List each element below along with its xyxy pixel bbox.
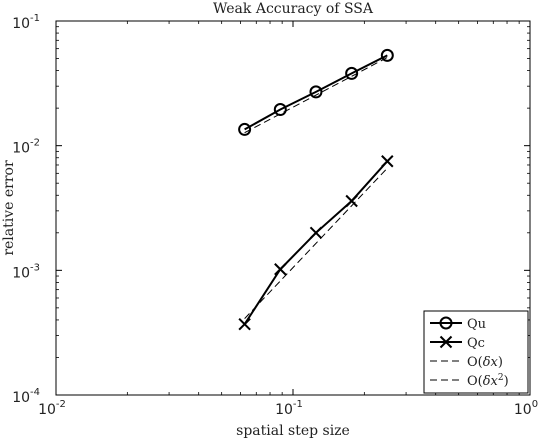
series-line	[238, 48, 394, 136]
series-path	[244, 57, 388, 134]
legend-label: Qu	[467, 317, 486, 332]
legend-item: O(δx)	[430, 355, 503, 370]
series-path	[244, 167, 388, 319]
circle-marker	[273, 103, 287, 117]
cross-marker	[345, 194, 358, 208]
series-path	[244, 54, 388, 131]
x-tick-label: 10-2	[38, 399, 66, 418]
cross-marker	[274, 263, 287, 276]
plot-area	[238, 48, 394, 331]
legend-item: Qu	[430, 316, 486, 332]
x-tick-label: 10-1	[275, 399, 303, 418]
chart-title: Weak Accuracy of SSA	[213, 1, 374, 17]
cross-marker	[309, 226, 323, 240]
circle-marker	[309, 85, 323, 99]
circle-marker	[439, 316, 453, 330]
legend-item: O(δx2)	[430, 373, 509, 389]
legend-label: O(δx2)	[467, 373, 509, 389]
y-tick-label: 10-3	[12, 262, 40, 281]
cross-marker	[238, 317, 251, 331]
circle-marker	[345, 66, 359, 80]
y-axis-label: relative error	[1, 160, 17, 256]
axis-ticks: 10-2 10-1 100 10-4 10-3 10-2 10-1	[12, 13, 538, 418]
series-reference-line	[244, 57, 388, 134]
circle-marker	[380, 48, 394, 62]
series-reference-line	[244, 167, 388, 319]
x-axis-label: spatial step size	[236, 423, 350, 439]
y-tick-label: 10-2	[12, 138, 40, 157]
legend: Qu Qc O(δx) O(δx2)	[423, 310, 529, 394]
cross-marker	[439, 335, 453, 349]
legend-label: Qc	[467, 336, 485, 351]
legend-item: Qc	[430, 335, 485, 351]
legend-label: O(δx)	[467, 355, 503, 370]
cross-marker	[381, 155, 394, 168]
circle-marker	[238, 122, 252, 136]
y-tick-label: 10-4	[12, 387, 40, 406]
y-tick-label: 10-1	[12, 13, 40, 32]
series-line	[238, 155, 394, 331]
x-tick-label: 100	[514, 399, 538, 418]
